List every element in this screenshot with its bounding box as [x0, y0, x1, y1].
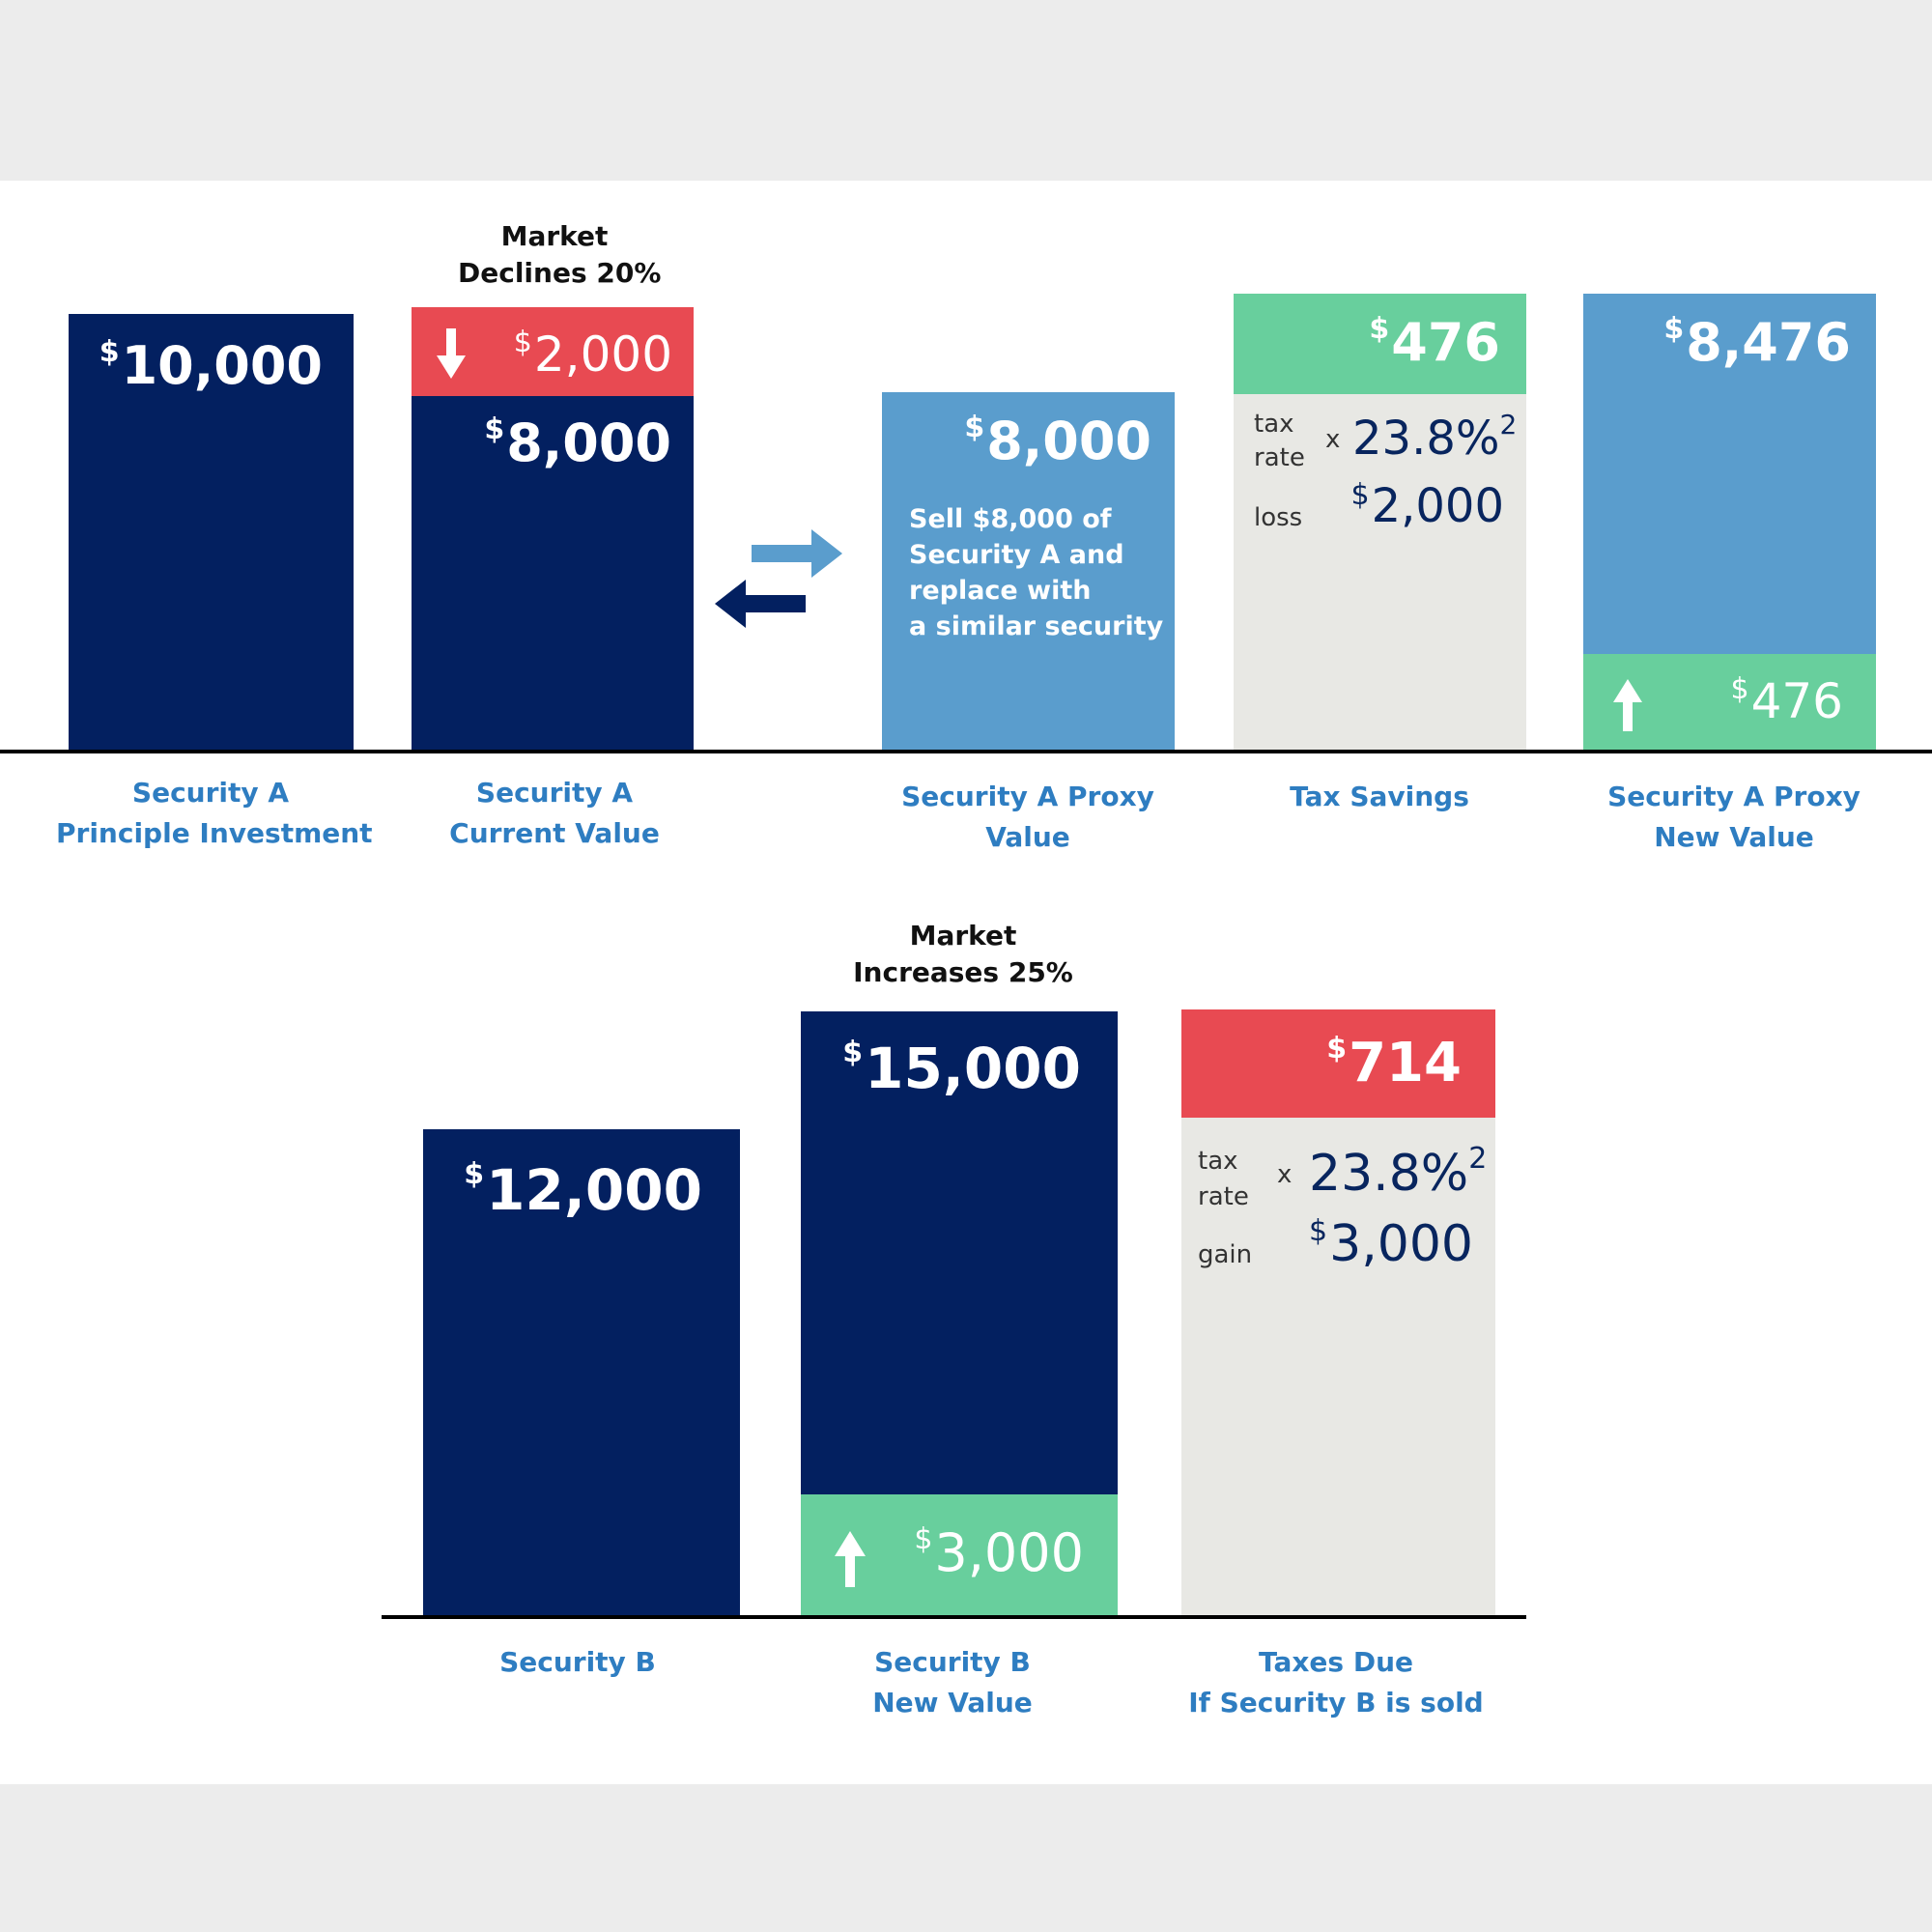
- times-sign: x: [1325, 425, 1341, 454]
- value-proxy: $8,000: [964, 411, 1151, 471]
- times-sign: x: [1277, 1160, 1293, 1189]
- value-security-b-gain: $3,000: [914, 1522, 1084, 1583]
- label-security-b: Security B: [499, 1646, 656, 1678]
- value-taxes-due: $714: [1326, 1032, 1462, 1094]
- tax-rate-label: tax rate: [1198, 1147, 1249, 1211]
- loss-label: loss: [1254, 503, 1303, 532]
- tax-rate-value: 23.8%2: [1309, 1142, 1488, 1203]
- up-arrow-icon: [835, 1531, 866, 1587]
- swap-arrows-icon: [715, 529, 842, 628]
- label-proxy-new-value: Security A Proxy New Value: [1607, 781, 1861, 853]
- value-security-b-new: $15,000: [842, 1036, 1081, 1101]
- value-security-b: $12,000: [464, 1157, 702, 1223]
- bar-decline-segment: [412, 307, 694, 396]
- market-declines-annotation: Market Declines 20%: [458, 220, 662, 289]
- value-decline: $2,000: [513, 326, 672, 383]
- tax-rate-value: 23.8%2: [1352, 409, 1518, 466]
- bar-security-b-new: [801, 1011, 1118, 1494]
- bar-proxy-new-value: [1583, 294, 1876, 654]
- bar-tax-savings-calculation: [1234, 394, 1526, 752]
- bar-tax-savings-amount: [1234, 294, 1526, 394]
- label-tax-savings: Tax Savings: [1290, 781, 1469, 812]
- value-principal: $10,000: [99, 335, 323, 396]
- loss-value: $2,000: [1350, 478, 1504, 533]
- bar-taxes-due-amount: [1181, 1009, 1495, 1118]
- market-increases-annotation: Market Increases 25%: [853, 920, 1073, 988]
- label-security-b-new: Security B New Value: [872, 1646, 1033, 1719]
- value-current: $8,000: [484, 412, 671, 473]
- top-baseline: [0, 750, 1932, 753]
- up-arrow-icon: [1613, 679, 1642, 731]
- bar-security-a-current: [412, 396, 694, 752]
- bar-security-a-proxy: [882, 392, 1175, 752]
- value-tax-savings: $476: [1369, 312, 1500, 373]
- gain-label: gain: [1198, 1240, 1253, 1269]
- label-taxes-due: Taxes Due If Security B is sold: [1188, 1646, 1484, 1719]
- gain-value: $3,000: [1309, 1214, 1473, 1273]
- down-arrow-icon: [437, 328, 466, 379]
- tax-rate-label: tax rate: [1254, 410, 1305, 472]
- bar-security-b: [423, 1129, 740, 1618]
- value-proxy-new: $8,476: [1663, 312, 1851, 373]
- label-security-a-principal: Security A Principle Investment: [56, 777, 373, 849]
- value-proxy-gain: $476: [1730, 672, 1843, 729]
- label-security-a-current: Security A Current Value: [449, 777, 660, 849]
- bar-security-a-principal: [69, 314, 354, 752]
- bar-taxes-due-calculation: [1181, 1118, 1495, 1618]
- bottom-baseline: [382, 1615, 1526, 1619]
- label-security-a-proxy: Security A Proxy Value: [901, 781, 1154, 853]
- proxy-description: Sell $8,000 of Security A and replace wi…: [909, 504, 1164, 641]
